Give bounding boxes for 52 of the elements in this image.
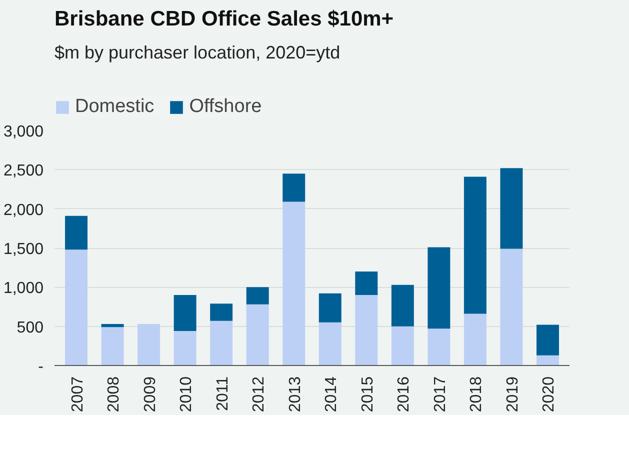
bar bbox=[101, 327, 124, 366]
y-tick-label: - bbox=[38, 358, 44, 376]
x-tick-label: 2009 bbox=[142, 376, 159, 412]
bar bbox=[464, 314, 486, 366]
bar bbox=[282, 174, 306, 202]
chart-subtitle: $m by purchaser location, 2020=ytd bbox=[54, 42, 340, 62]
x-tick-label: 2020 bbox=[540, 376, 558, 412]
x-tick-label: 2019 bbox=[504, 376, 522, 412]
bar bbox=[65, 250, 88, 366]
bar bbox=[464, 176, 486, 314]
y-tick-label: 1,000 bbox=[3, 280, 44, 298]
bar bbox=[174, 331, 196, 366]
bar bbox=[246, 287, 269, 304]
bar bbox=[101, 324, 124, 328]
bar bbox=[246, 304, 269, 366]
x-tick-label: 2008 bbox=[106, 376, 123, 412]
x-tick-label: 2014 bbox=[323, 376, 340, 412]
bar bbox=[536, 324, 559, 356]
bar bbox=[65, 216, 88, 250]
bar bbox=[500, 248, 523, 366]
bar bbox=[318, 293, 342, 322]
x-tick-label: 2015 bbox=[359, 376, 376, 412]
bar bbox=[355, 272, 378, 295]
bar bbox=[210, 320, 233, 366]
y-tick-label: 500 bbox=[16, 319, 44, 336]
x-tick-label: 2018 bbox=[468, 376, 486, 412]
x-tick-label: 2011 bbox=[214, 376, 232, 411]
y-tick-label: 2,000 bbox=[3, 202, 44, 219]
bar bbox=[318, 322, 342, 366]
bar bbox=[138, 324, 160, 366]
bar bbox=[500, 168, 523, 249]
legend-label: Offshore bbox=[189, 96, 262, 118]
x-tick-label: 2007 bbox=[69, 376, 86, 412]
bar bbox=[391, 326, 414, 366]
x-tick-label: 2017 bbox=[432, 376, 449, 412]
bar bbox=[355, 295, 378, 366]
bar bbox=[428, 247, 450, 329]
bar bbox=[174, 295, 196, 332]
y-tick-label: 3,000 bbox=[3, 124, 44, 140]
bar bbox=[282, 202, 306, 366]
chart-title: Brisbane CBD Office Sales $10m+ bbox=[54, 8, 394, 30]
y-tick-label: 2,500 bbox=[3, 162, 44, 180]
x-tick-label: 2010 bbox=[178, 376, 196, 412]
bar bbox=[536, 355, 559, 366]
x-tick-label: 2016 bbox=[396, 376, 413, 412]
bar bbox=[428, 328, 450, 366]
x-tick-label: 2013 bbox=[286, 376, 304, 412]
y-tick-label: 1,500 bbox=[3, 241, 44, 258]
bar bbox=[391, 284, 414, 326]
x-tick-label: 2012 bbox=[250, 376, 268, 412]
legend-label: Domestic bbox=[75, 96, 154, 118]
bar bbox=[210, 304, 233, 321]
